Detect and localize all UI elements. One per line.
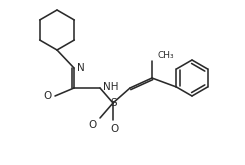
- Text: NH: NH: [103, 82, 119, 92]
- Text: CH₃: CH₃: [157, 51, 174, 60]
- Text: O: O: [89, 120, 97, 130]
- Text: S: S: [111, 98, 117, 108]
- Text: O: O: [110, 124, 118, 134]
- Text: N: N: [77, 63, 85, 73]
- Text: O: O: [44, 91, 52, 101]
